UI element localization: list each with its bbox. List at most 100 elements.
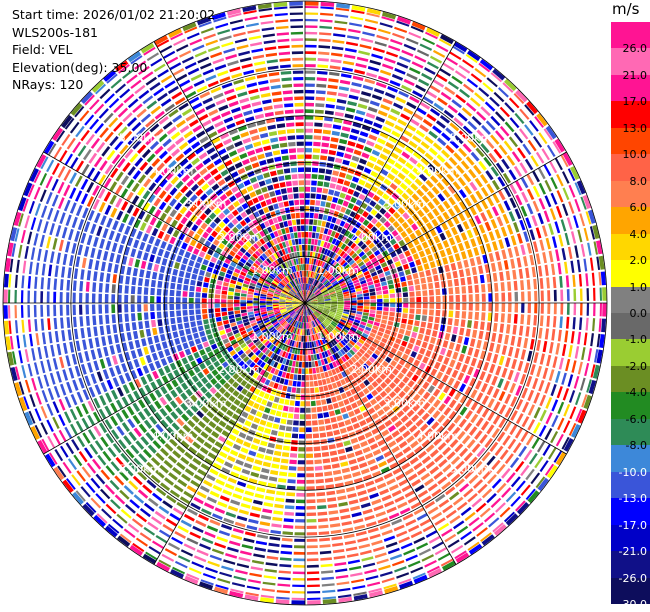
velocity-gate <box>163 304 168 310</box>
velocity-gate <box>508 370 514 380</box>
velocity-gate <box>34 319 37 331</box>
velocity-gate <box>96 474 106 485</box>
velocity-gate <box>277 584 290 587</box>
velocity-gate <box>111 429 119 439</box>
velocity-gate <box>82 340 87 351</box>
velocity-gate <box>464 198 472 207</box>
velocity-gate <box>138 278 143 286</box>
velocity-gate <box>305 148 312 152</box>
velocity-gate <box>144 296 148 303</box>
velocity-gate <box>255 547 267 552</box>
velocity-gate <box>178 277 184 283</box>
velocity-gate <box>241 313 247 317</box>
velocity-gate <box>457 336 463 344</box>
velocity-gate <box>296 394 301 399</box>
velocity-gate <box>235 314 241 318</box>
velocity-gate <box>152 371 159 380</box>
velocity-gate <box>353 423 360 429</box>
velocity-gate <box>224 461 233 468</box>
velocity-gate <box>370 292 376 296</box>
velocity-gate <box>190 321 196 327</box>
velocity-gate <box>317 181 323 186</box>
velocity-gate <box>309 368 313 374</box>
velocity-gate <box>489 364 495 374</box>
velocity-gate <box>124 226 131 235</box>
velocity-gate <box>520 280 524 290</box>
velocity-gate <box>218 212 225 219</box>
velocity-gate <box>60 318 64 329</box>
velocity-gate <box>306 480 314 484</box>
velocity-gate <box>114 264 119 273</box>
velocity-gate <box>416 107 426 115</box>
velocity-gate <box>176 386 183 394</box>
velocity-gate <box>189 532 201 539</box>
velocity-gate <box>534 457 543 469</box>
velocity-gate <box>367 191 374 198</box>
velocity-gate <box>293 558 305 561</box>
velocity-gate <box>307 578 320 581</box>
velocity-gate <box>29 262 33 275</box>
velocity-gate <box>240 447 248 454</box>
velocity-gate <box>358 435 366 442</box>
velocity-gate <box>449 51 461 60</box>
velocity-gate <box>258 528 269 533</box>
velocity-gate <box>403 107 413 115</box>
velocity-gate <box>104 132 114 143</box>
velocity-gate <box>403 264 409 270</box>
velocity-gate <box>380 323 386 328</box>
velocity-gate <box>365 19 378 24</box>
velocity-gate <box>411 479 421 487</box>
velocity-gate <box>332 543 343 547</box>
velocity-gate <box>543 341 548 352</box>
velocity-gate <box>346 107 356 113</box>
velocity-gate <box>311 407 316 412</box>
velocity-gate <box>243 497 253 503</box>
velocity-gate <box>299 355 302 361</box>
velocity-gate <box>206 474 216 481</box>
velocity-gate <box>330 59 341 63</box>
velocity-gate <box>301 395 305 400</box>
velocity-gate <box>77 436 85 447</box>
velocity-gate <box>334 562 346 566</box>
velocity-gate <box>310 388 314 394</box>
velocity-gate <box>283 525 293 529</box>
velocity-gate <box>577 332 581 345</box>
velocity-gate <box>354 525 365 530</box>
velocity-gate <box>413 113 423 121</box>
velocity-gate <box>547 145 556 157</box>
velocity-gate <box>364 197 371 204</box>
velocity-gate <box>204 531 215 538</box>
velocity-gate <box>189 304 194 309</box>
velocity-gate <box>290 400 295 406</box>
velocity-gate <box>410 365 417 372</box>
velocity-gate <box>118 304 122 313</box>
velocity-gate <box>425 248 431 255</box>
velocity-gate <box>269 395 275 401</box>
velocity-gate <box>106 433 115 443</box>
velocity-gate <box>61 266 65 277</box>
velocity-gate <box>315 233 319 239</box>
velocity-gate <box>154 335 160 343</box>
velocity-gate <box>211 344 218 350</box>
velocity-gate <box>261 468 270 474</box>
velocity-gate <box>532 378 538 389</box>
velocity-gate <box>175 239 182 247</box>
velocity-gate <box>106 273 111 282</box>
velocity-gate <box>365 182 372 189</box>
velocity-gate <box>192 526 203 533</box>
velocity-gate <box>581 347 586 360</box>
velocity-gate <box>467 493 478 503</box>
velocity-gate <box>210 222 217 229</box>
velocity-gate <box>110 416 118 426</box>
velocity-gate <box>305 142 312 146</box>
velocity-gate <box>425 270 431 277</box>
velocity-gate <box>185 272 191 278</box>
velocity-gate <box>546 277 550 288</box>
velocity-gate <box>196 436 205 444</box>
velocity-gate <box>305 64 316 67</box>
velocity-gate <box>349 95 359 100</box>
velocity-gate <box>76 205 83 216</box>
velocity-gate <box>446 272 451 279</box>
velocity-gate <box>487 386 494 396</box>
velocity-gate <box>77 392 84 403</box>
